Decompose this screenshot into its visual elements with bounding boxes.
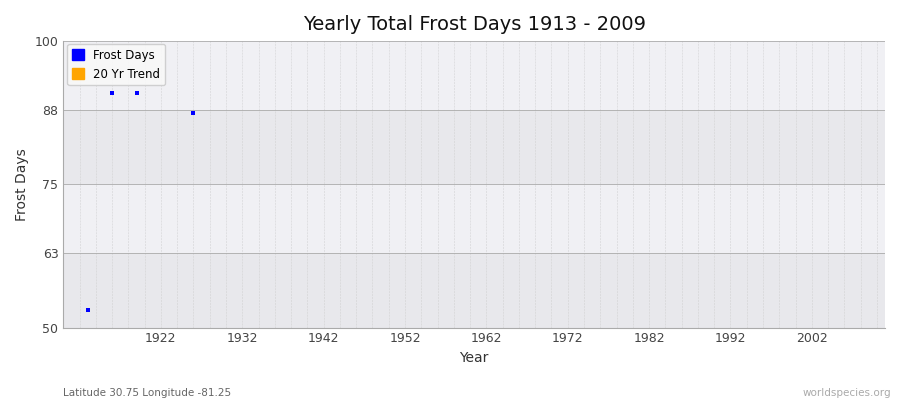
Point xyxy=(130,90,144,96)
Title: Yearly Total Frost Days 1913 - 2009: Yearly Total Frost Days 1913 - 2009 xyxy=(302,15,645,34)
Text: Latitude 30.75 Longitude -81.25: Latitude 30.75 Longitude -81.25 xyxy=(63,388,231,398)
Bar xyxy=(63,110,885,184)
Legend: Frost Days, 20 Yr Trend: Frost Days, 20 Yr Trend xyxy=(68,44,165,85)
Text: worldspecies.org: worldspecies.org xyxy=(803,388,891,398)
Bar xyxy=(63,253,885,328)
Point xyxy=(186,110,201,116)
X-axis label: Year: Year xyxy=(460,351,489,365)
Point xyxy=(80,307,94,314)
Y-axis label: Frost Days: Frost Days xyxy=(15,148,29,221)
Bar xyxy=(63,184,885,253)
Bar xyxy=(63,41,885,110)
Point xyxy=(105,90,120,96)
